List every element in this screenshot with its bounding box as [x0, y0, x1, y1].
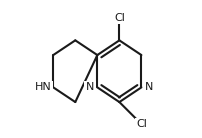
- Text: N: N: [86, 82, 94, 92]
- Text: N: N: [145, 82, 153, 92]
- Text: HN: HN: [35, 82, 51, 92]
- Text: Cl: Cl: [114, 13, 125, 23]
- Text: Cl: Cl: [136, 119, 147, 129]
